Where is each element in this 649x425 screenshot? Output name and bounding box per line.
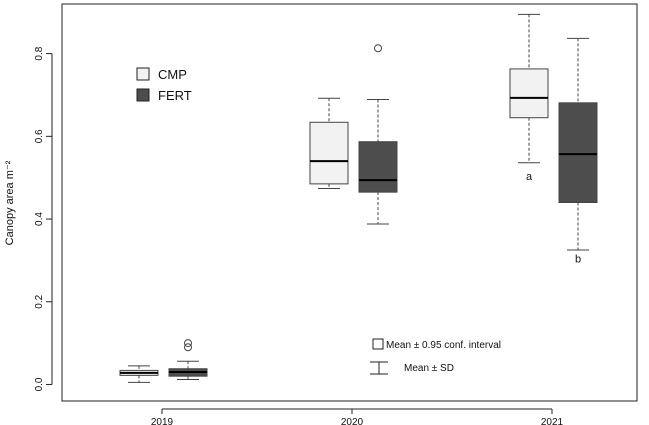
legend-label-cmp: CMP [158,67,187,82]
outlier-fert-2020-0 [374,44,382,53]
key-sd-label: Mean ± SD [404,363,454,374]
legend-label-fert: FERT [158,88,192,103]
outlier-fert-2019-1 [184,339,192,348]
legend-swatch-fert [136,88,150,102]
plot-frame [61,3,638,402]
key-box-symbol [372,338,384,350]
x-tick-label-2021: 2021 [541,417,564,425]
y-tick-label-2: 0.4 [34,212,45,226]
legend-swatch-cmp [136,67,150,81]
annotation-layer: ab [526,171,581,266]
significance-letter-0: a [526,171,533,183]
x-tick-label-2020: 2020 [341,417,364,425]
significance-letter-1: b [575,253,581,265]
box-fert-2021 [558,102,598,203]
box-layer [119,13,598,383]
y-axis-label: Canopy area m⁻² [4,160,16,245]
box-fert-2020 [358,141,398,193]
x-axis: 2019 2020 2021 [151,408,564,425]
y-tick-label-4: 0.8 [34,46,45,60]
y-tick-label-0: 0.0 [34,377,45,391]
key-ci-label: Mean ± 0.95 conf. interval [386,340,501,351]
legend: CMP FERT [136,67,192,103]
x-tick-label-2019: 2019 [151,417,174,425]
outlier-fert-2019-0 [184,343,192,352]
box-cmp-2021 [509,68,549,119]
statistics-key: Mean ± 0.95 conf. interval Mean ± SD [370,338,501,375]
y-tick-label-3: 0.6 [34,129,45,143]
y-axis: 0.0 0.2 0.4 0.6 0.8 [34,46,53,391]
y-tick-label-1: 0.2 [34,294,45,308]
box-cmp-2020 [309,121,349,185]
